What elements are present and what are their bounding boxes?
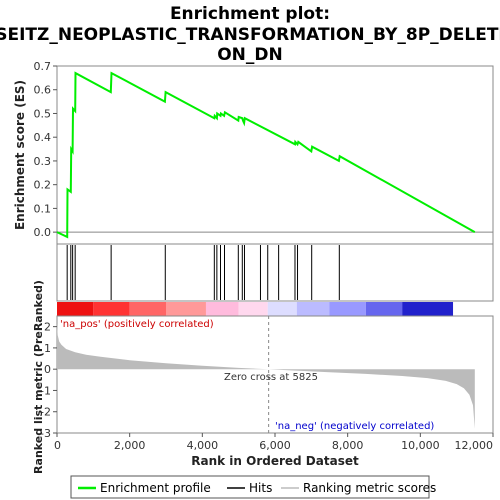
color-bar-segment [129, 302, 166, 316]
x-tick-label: 0 [54, 439, 61, 452]
hits-panel-frame [56, 243, 494, 302]
plot-title-line1: Enrichment plot: [170, 4, 330, 24]
es-y-tick-label: 0.2 [34, 179, 52, 192]
color-bar-segment [93, 302, 130, 316]
metric-y-tick-label: -3 [40, 427, 51, 440]
color-bar-segment [57, 302, 94, 316]
es-y-axis: 0.0 0.1 0.2 0.3 0.4 0.5 0.6 0.7 [34, 60, 57, 239]
rank-color-bar [57, 302, 454, 316]
color-bar-segment [166, 302, 206, 316]
x-tick-label: 4,000 [187, 439, 219, 452]
color-bar-segment [365, 302, 403, 316]
x-tick-label: 10,000 [401, 439, 440, 452]
es-y-axis-label: Enrichment score (ES) [13, 80, 27, 230]
neg-label: 'na_neg' (negatively correlated) [275, 421, 434, 432]
hit-markers [66, 245, 340, 300]
pos-label: 'na_pos' (positively correlated) [60, 319, 214, 330]
color-bar-segment [402, 302, 454, 316]
legend: Enrichment profile Hits Ranking metric s… [70, 475, 436, 499]
es-y-tick-label: 0.1 [34, 202, 52, 215]
x-tick-label: 12,000 [455, 439, 494, 452]
es-y-tick-label: 0.3 [34, 155, 52, 168]
x-tick-label: 2,000 [114, 439, 146, 452]
x-tick-label: 8,000 [332, 439, 364, 452]
es-y-tick-label: 0.0 [34, 226, 52, 239]
metric-y-axis: 2 1 0 -1 -2 -3 [40, 321, 57, 440]
es-profile-line [56, 71, 476, 239]
legend-metric-label: Ranking metric scores [303, 481, 436, 495]
es-y-tick-label: 0.7 [34, 60, 52, 73]
plot-title-line2: SEITZ_NEOPLASTIC_TRANSFORMATION_BY_8P_DE… [0, 25, 500, 45]
zero-cross-label: Zero cross at 5825 [224, 372, 318, 383]
metric-y-tick-label: 1 [44, 342, 51, 355]
plot-title-line3: ON_DN [217, 45, 283, 65]
x-axis-label: Rank in Ordered Dataset [191, 454, 359, 468]
x-tick-label: 6,000 [259, 439, 291, 452]
metric-y-axis-label: Ranked list metric (PreRanked) [32, 280, 45, 474]
metric-y-tick-label: -2 [40, 406, 51, 419]
color-bar-segment [267, 302, 297, 316]
color-bar-segment [205, 302, 239, 316]
color-bar-segment [329, 302, 366, 316]
legend-es-label: Enrichment profile [100, 481, 211, 495]
es-y-tick-label: 0.4 [34, 131, 52, 144]
metric-y-tick-label: -1 [40, 384, 51, 397]
es-y-tick-label: 0.5 [34, 107, 52, 120]
legend-hits-label: Hits [249, 481, 272, 495]
metric-y-tick-label: 0 [44, 363, 51, 376]
metric-y-tick-label: 2 [44, 321, 51, 334]
es-y-tick-label: 0.6 [34, 84, 52, 97]
color-bar-segment [296, 302, 330, 316]
x-axis: 0 2,000 4,000 6,000 8,000 10,000 12,000 [54, 433, 494, 452]
color-bar-segment [238, 302, 268, 316]
es-panel-frame [56, 65, 494, 245]
legend-box [70, 475, 430, 499]
